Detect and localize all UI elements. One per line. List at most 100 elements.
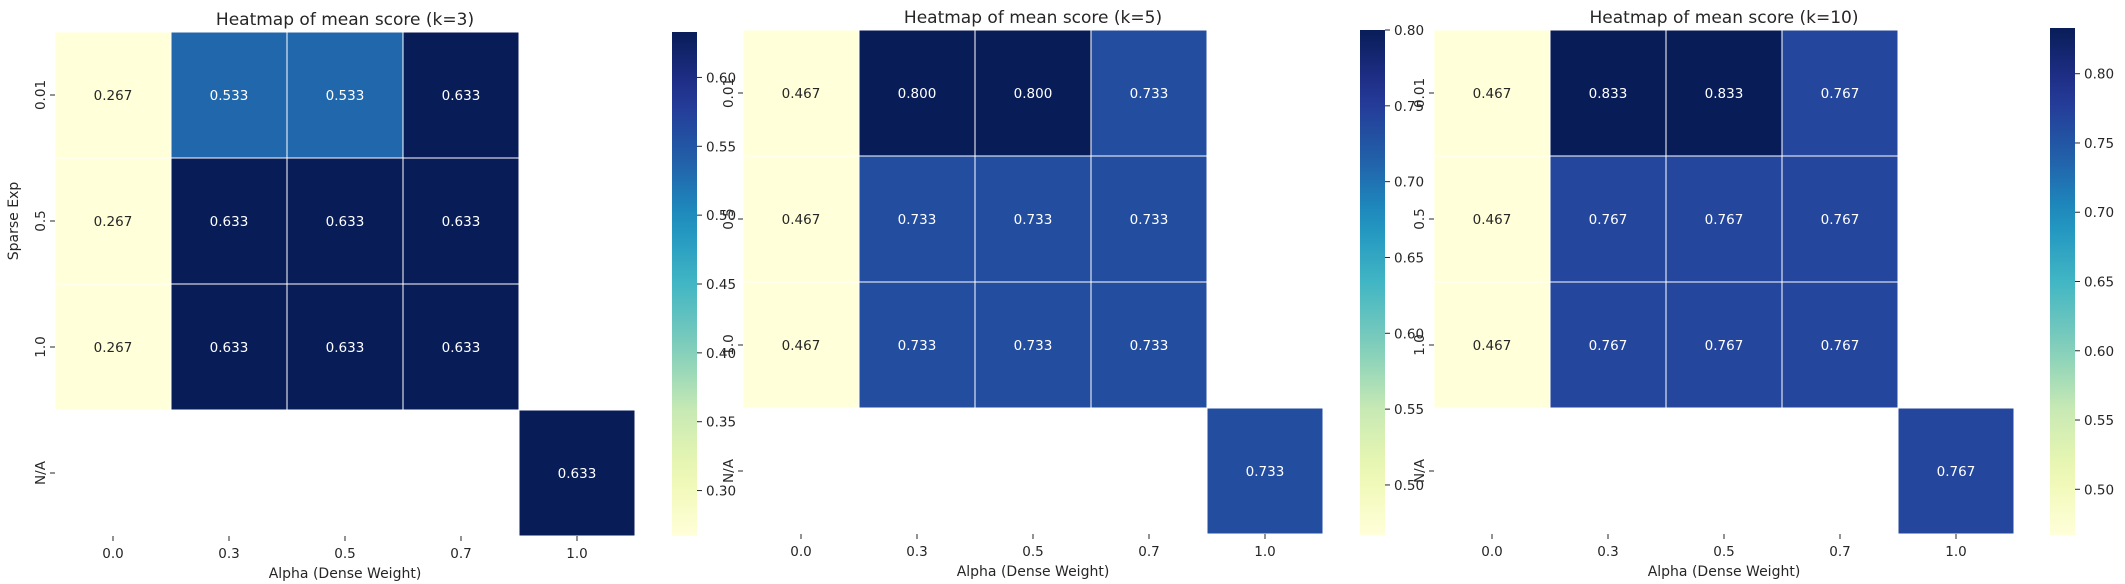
colorbar-tick-label: 0.40 [706,346,736,362]
cell-value-label: 0.633 [326,214,365,230]
cell-value-label: 0.467 [782,86,821,102]
cell-value-label: 0.800 [898,86,937,102]
cell-value-label: 0.733 [1130,338,1169,354]
cell-value-label: 0.767 [1589,338,1628,354]
heatmap-cell [1206,407,1324,535]
x-tick-label: 0.7 [1829,544,1850,560]
heatmap-cell [54,157,172,285]
colorbar-tick-label: 0.75 [1394,99,1424,115]
y-tick-label: N/A [721,458,737,483]
y-tick-label: 1.0 [721,334,737,355]
heatmap-cell [402,31,520,159]
y-tick-label: 1.0 [1412,334,1428,355]
y-tick-label: 0.5 [1412,208,1428,229]
cell-value-label: 0.733 [1014,338,1053,354]
cell-value-label: 0.267 [94,88,133,104]
colorbar [1360,30,1385,535]
x-tick-label: 0.5 [334,546,355,562]
y-tick-label: 0.01 [1412,78,1428,108]
cell-value-label: 0.767 [1821,86,1860,102]
colorbar-tick-label: 0.45 [706,277,736,293]
x-axis-label: Alpha (Dense Weight) [269,566,422,582]
colorbar-tick-label: 0.50 [706,208,736,224]
heatmap-cell [1549,155,1667,283]
cell-value-label: 0.767 [1821,212,1860,228]
cell-value-label: 0.733 [898,338,937,354]
x-tick-label: 1.0 [1254,544,1275,560]
heatmap-cell [286,31,404,159]
x-tick-label: 1.0 [566,546,587,562]
x-tick-label: 0.5 [1022,544,1043,560]
cell-value-label: 0.733 [1014,212,1053,228]
cell-value-label: 0.833 [1589,86,1628,102]
heatmap-cell [974,155,1092,283]
heatmap-cell [974,29,1092,157]
colorbar-tick-label: 0.30 [706,484,736,500]
cell-value-label: 0.533 [326,88,365,104]
x-tick-label: 0.0 [790,544,811,560]
colorbar-tick-label: 0.50 [2084,482,2114,498]
x-tick-label: 1.0 [1945,544,1966,560]
heatmap-cell [1090,281,1208,409]
cell-value-label: 0.467 [782,338,821,354]
colorbar-tick-label: 0.70 [1394,175,1424,191]
cell-value-label: 0.833 [1705,86,1744,102]
cell-value-label: 0.633 [442,214,481,230]
y-tick-label: 0.5 [33,210,49,231]
colorbar [2050,28,2075,535]
x-tick-label: 0.7 [450,546,471,562]
x-tick-label: 0.5 [1713,544,1734,560]
y-axis-label: Sparse Exp [6,182,22,261]
heatmap-cell [858,281,976,409]
colorbar-tick-label: 0.55 [2084,413,2114,429]
heatmap-cell [742,281,860,409]
heatmap-cell [1897,407,2015,535]
heatmap-cell [402,157,520,285]
cell-value-label: 0.733 [1130,212,1169,228]
x-tick-label: 0.3 [1597,544,1618,560]
colorbar-tick-label: 0.80 [1394,23,1424,39]
heatmap-cell [858,29,976,157]
x-tick-label: 0.0 [1481,544,1502,560]
y-tick-label: 0.01 [721,78,737,108]
colorbar-tick-label: 0.60 [2084,344,2114,360]
heatmap-cell [1665,281,1783,409]
heatmap-cell [518,409,636,537]
heatmap-cell [1665,155,1783,283]
colorbar-tick-label: 0.55 [706,139,736,155]
x-axis-label: Alpha (Dense Weight) [1648,564,1801,580]
cell-value-label: 0.733 [898,212,937,228]
cell-value-label: 0.733 [1130,86,1169,102]
cell-value-label: 0.633 [326,340,365,356]
y-tick-label: 1.0 [33,336,49,357]
colorbar [672,32,697,536]
chart-title: Heatmap of mean score (k=10) [1590,8,1859,28]
heatmap-cell [1665,29,1783,157]
heatmap-cell [1781,29,1899,157]
cell-value-label: 0.267 [94,340,133,356]
cell-value-label: 0.633 [442,340,481,356]
heatmap-cell [1781,281,1899,409]
x-tick-label: 0.0 [102,546,123,562]
x-tick-label: 0.3 [906,544,927,560]
y-tick-label: 0.5 [721,208,737,229]
x-tick-label: 0.7 [1138,544,1159,560]
heatmap-cell [170,157,288,285]
colorbar-tick-label: 0.55 [1394,402,1424,418]
chart-title: Heatmap of mean score (k=5) [904,8,1162,28]
cell-value-label: 0.633 [558,466,597,482]
cell-value-label: 0.767 [1589,212,1628,228]
heatmap-cell [1090,155,1208,283]
cell-value-label: 0.767 [1705,338,1744,354]
colorbar-tick-label: 0.35 [706,415,736,431]
heatmap-cell [170,283,288,411]
heatmap-cell [170,31,288,159]
heatmap-cell [1433,281,1551,409]
colorbar-tick-label: 0.60 [706,70,736,86]
heatmap-panel-1: Heatmap of mean score (k=3) 0.267 0.533 0.5… [6,10,736,582]
y-tick-label: N/A [1412,458,1428,483]
colorbar-tick-label: 0.70 [2084,205,2114,221]
colorbar-tick-label: 0.75 [2084,136,2114,152]
cell-value-label: 0.267 [94,214,133,230]
